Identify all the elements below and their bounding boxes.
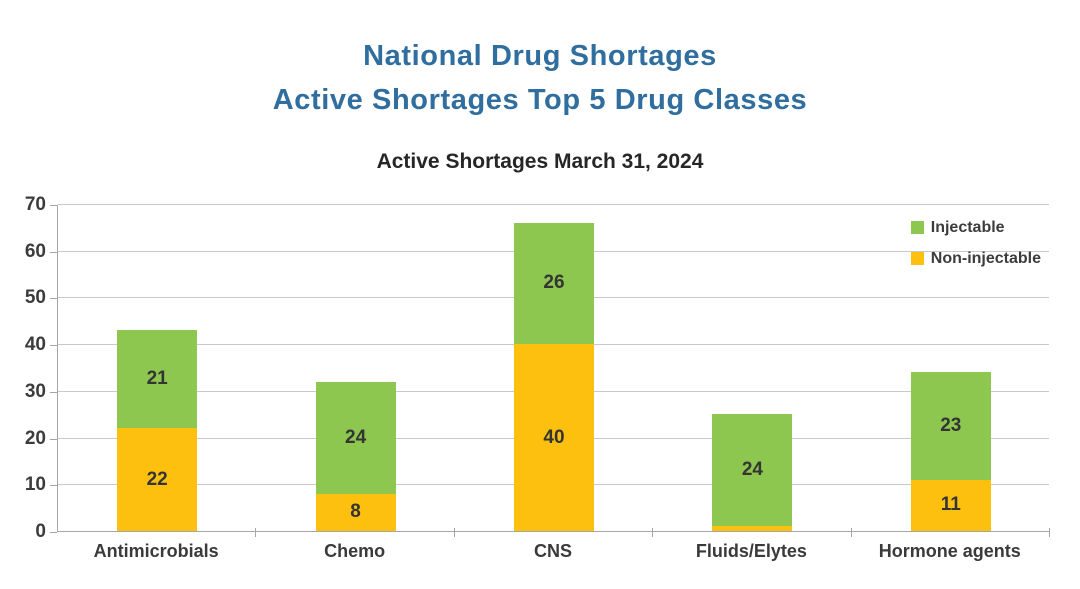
segment-non-injectable: 22	[117, 428, 198, 531]
x-axis-label-antimicrobials: Antimicrobials	[93, 541, 219, 561]
bar-hormone-agents: 11 23	[910, 372, 991, 531]
chart-title: Active Shortages March 31, 2024	[376, 150, 704, 173]
y-axis-tick-20	[50, 438, 57, 440]
data-label: 40	[543, 426, 565, 448]
data-label: 24	[741, 459, 763, 481]
y-axis-tick-40	[50, 345, 57, 347]
x-axis-label-hormone-agents: Hormone agents	[878, 541, 1021, 561]
y-axis-label-0: 0	[35, 521, 46, 542]
data-label: 11	[940, 494, 961, 516]
y-axis-label-30: 30	[24, 380, 46, 402]
segment-injectable: 24	[315, 381, 396, 494]
legend-label: Injectable	[930, 218, 1005, 236]
x-axis-tick-3	[652, 528, 654, 537]
bar-cns: 40 26	[514, 222, 594, 531]
data-label: 26	[543, 272, 565, 294]
gridline-70	[58, 204, 1049, 205]
y-axis-label-40: 40	[24, 334, 46, 356]
y-axis-tick-50	[50, 298, 57, 300]
y-axis-label-10: 10	[24, 474, 46, 496]
y-axis-tick-30	[50, 391, 57, 393]
segment-non-injectable: 11	[910, 479, 991, 531]
y-axis-tick-0	[50, 532, 57, 533]
y-axis-label-50: 50	[24, 287, 46, 309]
x-axis-label-cns: CNS	[533, 541, 572, 561]
x-axis-label-fluids-elytes: Fluids/Elytes	[695, 541, 807, 561]
legend: Injectable Non-injectable	[910, 217, 1041, 269]
bar-chemo: 8 24	[315, 381, 396, 531]
data-label: 23	[940, 414, 962, 436]
page-title: National Drug Shortages Active Shortages…	[0, 34, 1080, 122]
bar-fluids-elytes: 1 24	[712, 414, 793, 531]
data-label: 8	[350, 501, 361, 523]
data-label: 22	[146, 468, 168, 490]
legend-item-non-injectable: Non-injectable	[910, 248, 1041, 269]
bar-antimicrobials: 22 21	[117, 330, 198, 531]
legend-swatch-icon	[910, 252, 924, 265]
y-axis-tick-10	[50, 485, 57, 487]
x-axis-tick-2	[453, 528, 455, 537]
legend-label: Non-injectable	[930, 249, 1041, 267]
y-axis-tick-70	[50, 205, 57, 206]
y-axis-label-70: 70	[24, 194, 46, 215]
data-label: 21	[146, 368, 168, 390]
legend-item-injectable: Injectable	[910, 217, 1041, 238]
y-axis-label-20: 20	[24, 427, 46, 449]
segment-injectable: 21	[117, 330, 198, 429]
segment-non-injectable: 8	[315, 493, 396, 531]
segment-injectable: 26	[514, 222, 594, 345]
data-label: 24	[345, 426, 367, 448]
page-title-line-2: Active Shortages Top 5 Drug Classes	[272, 84, 808, 116]
segment-injectable: 24	[712, 414, 793, 527]
segment-non-injectable: 1	[712, 508, 793, 531]
segment-non-injectable: 40	[514, 344, 594, 531]
x-axis-tick-4	[850, 528, 852, 537]
legend-swatch-icon	[910, 221, 924, 234]
x-axis-label-chemo: Chemo	[324, 541, 386, 561]
x-axis-tick-5	[1049, 528, 1050, 537]
y-axis-label-60: 60	[24, 240, 46, 262]
page-title-line-1: National Drug Shortages	[363, 40, 717, 72]
segment-injectable: 23	[910, 372, 991, 480]
y-axis-tick-60	[50, 251, 57, 253]
x-axis-tick-1	[255, 528, 257, 537]
